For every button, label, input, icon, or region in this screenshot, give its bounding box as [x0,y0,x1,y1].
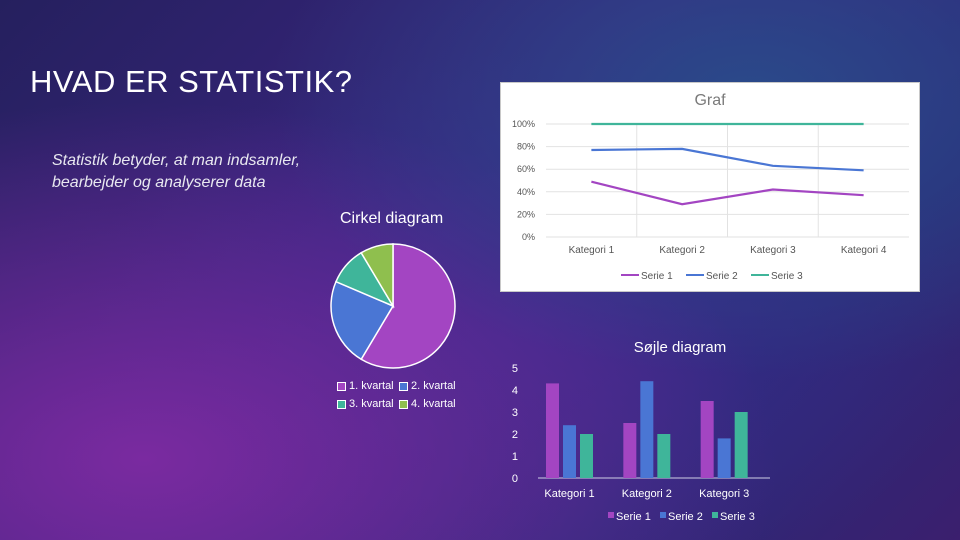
pie-legend: 1. kvartal 2. kvartal 3. kvartal 4. kvartal [337,380,467,416]
line-chart: Graf 0% 20% 40% 60% 80% 100% Kategori 1 Kategori… [512,92,909,282]
bar-chart-x-tick: Kategori 3 [699,488,749,500]
line-chart-x-tick: Kategori 4 [841,245,887,256]
slide-title: HVAD ER STATISTIK? [30,64,353,99]
pie-chart-panel: 1. kvartal 2. kvartal 3. kvartal 4. kvartal [325,238,475,420]
line-chart-y-tick: 100% [512,119,535,129]
pie-legend-swatch [399,399,408,409]
pie-legend-swatch [399,381,408,391]
bar-chart: Søjle diagram 0 1 2 3 4 5 Kategori 1 Kategori 2 K… [512,339,770,523]
pie-legend-swatch [337,381,346,391]
bar-chart-y-tick: 3 [512,407,518,419]
pie-legend-label: 4. kvartal [411,398,456,410]
bar-2-2 [640,381,654,478]
bar-legend-swatch-1 [608,512,614,518]
bar-legend-label-3: Serie 3 [720,511,755,523]
line-legend-label-2: Serie 2 [706,271,738,282]
line-chart-y-tick: 60% [517,164,535,174]
line-chart-x-tick: Kategori 1 [569,245,615,256]
bar-3-1 [580,434,593,478]
bar-chart-y-tick: 5 [512,363,518,375]
pie-legend-swatch [337,399,346,409]
pie-slice-2 [330,280,395,361]
bar-chart-y-tick: 0 [512,473,518,485]
bar-3-3 [734,412,748,478]
bar-chart-x-tick: Kategori 2 [622,488,672,500]
bar-chart-y-tick: 1 [512,451,518,463]
pie-legend-item: 4. kvartal [399,398,461,410]
line-legend-label-1: Serie 1 [641,271,673,282]
bar-2-3 [717,438,731,478]
bar-legend-swatch-2 [660,512,666,518]
pie-legend-label: 3. kvartal [349,398,394,410]
line-chart-y-tick: 80% [517,142,535,152]
bar-legend-label-2: Serie 2 [668,511,703,523]
pie-slice-4 [360,243,394,309]
line-chart-y-tick: 40% [517,187,535,197]
pie-slice-1 [360,243,456,369]
bar-3-2 [657,434,671,478]
line-chart-title: Graf [694,92,726,109]
bar-chart-panel: Søjle diagram 0 1 2 3 4 5 Kategori 1 Kategori 2 K… [500,330,780,530]
line-chart-y-tick: 0% [522,232,535,242]
line-series-1 [591,180,864,206]
slide-subtitle: Statistik betyder, at man indsamler, bea… [52,152,301,191]
pie-legend-item: 2. kvartal [399,380,461,392]
bar-1-3 [700,401,714,478]
bar-1-2 [623,423,637,478]
bar-chart-y-tick: 4 [512,385,518,397]
pie-legend-item: 3. kvartal [337,398,399,410]
line-legend-label-3: Serie 3 [771,271,803,282]
bar-1-1 [546,383,559,478]
pie-legend-label: 1. kvartal [349,380,394,392]
pie-legend-label: 2. kvartal [411,380,456,392]
bar-chart-y-tick: 2 [512,429,518,441]
pie-chart [330,243,456,369]
pie-legend-item: 1. kvartal [337,380,399,392]
pie-chart-heading: Cirkel diagram [340,210,444,227]
line-chart-x-tick: Kategori 3 [750,245,796,256]
bar-legend-swatch-3 [712,512,718,518]
bar-chart-x-tick: Kategori 1 [544,488,594,500]
bar-2-1 [563,425,576,478]
line-series-2 [591,147,864,172]
bar-legend-label-1: Serie 1 [616,511,651,523]
line-chart-y-tick: 20% [517,209,535,219]
bar-chart-title: Søjle diagram [634,339,727,356]
line-chart-x-tick: Kategori 2 [659,245,705,256]
line-chart-panel: Graf 0% 20% 40% 60% 80% 100% Kategori 1 Kategori… [500,82,920,292]
